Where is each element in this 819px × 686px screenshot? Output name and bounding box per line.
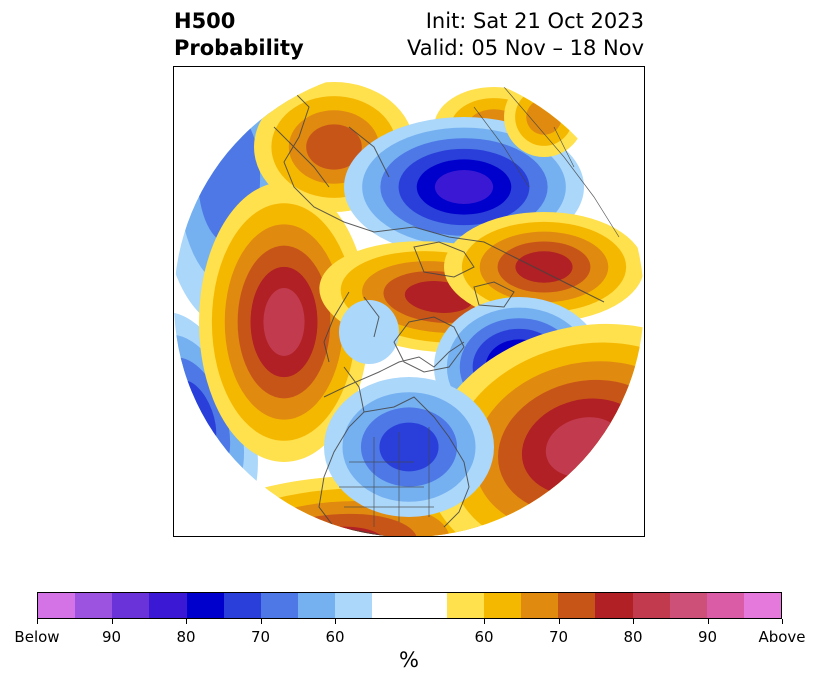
probability-blob bbox=[339, 300, 399, 364]
colorbar-segment bbox=[483, 593, 522, 618]
colorbar-segment bbox=[743, 593, 782, 618]
probability-map bbox=[174, 67, 644, 536]
colorbar-segment bbox=[335, 593, 373, 618]
init-date: Init: Sat 21 Oct 2023 bbox=[425, 9, 644, 33]
colorbar-tick-mark bbox=[633, 619, 634, 624]
colorbar-tick-label: 90 bbox=[697, 628, 718, 646]
probability-contour bbox=[379, 422, 439, 472]
colorbar-tick-label: 70 bbox=[250, 628, 271, 646]
probability-fields bbox=[174, 67, 644, 536]
colorbar-tick-mark bbox=[37, 619, 38, 624]
colorbar-segment bbox=[706, 593, 744, 618]
probability-contour bbox=[515, 251, 573, 283]
colorbar-tick-label: 70 bbox=[548, 628, 569, 646]
colorbar-segment bbox=[521, 593, 559, 618]
colorbar-tick-label: 60 bbox=[474, 628, 494, 646]
probability-contour bbox=[263, 288, 305, 356]
colorbar-tick-mark bbox=[260, 619, 262, 624]
colorbar-segment bbox=[558, 593, 596, 618]
colorbar-tick-mark bbox=[186, 619, 187, 624]
colorbar-segment bbox=[186, 593, 224, 618]
probability-contour bbox=[339, 300, 399, 364]
colorbar-tick-label: Below bbox=[14, 628, 60, 646]
probability-blob bbox=[199, 182, 369, 462]
probability-contour bbox=[306, 124, 362, 170]
colorbar-segment bbox=[75, 593, 113, 618]
probability-contour bbox=[526, 99, 562, 135]
colorbar-segment bbox=[112, 593, 150, 618]
map-frame bbox=[173, 66, 645, 537]
colorbar-segment bbox=[595, 593, 633, 618]
colorbar-tick-mark bbox=[782, 619, 783, 624]
colorbar-tick-label: 80 bbox=[623, 628, 643, 646]
colorbar-segment bbox=[446, 593, 484, 618]
colorbar-segment bbox=[669, 593, 707, 618]
colorbar-segment bbox=[149, 593, 187, 618]
probability-blob bbox=[324, 377, 494, 517]
colorbar-segment bbox=[223, 593, 261, 618]
chart-title: H500 Probability bbox=[174, 8, 304, 62]
colorbar-tick-label: 80 bbox=[176, 628, 196, 646]
colorbar-segment bbox=[632, 593, 670, 618]
colorbar bbox=[37, 592, 782, 619]
valid-period: Valid: 05 Nov – 18 Nov bbox=[407, 36, 644, 60]
title-line2: Probability bbox=[174, 36, 304, 60]
probability-blob bbox=[444, 212, 644, 322]
colorbar-tick-label: 90 bbox=[101, 628, 122, 646]
probability-blob bbox=[504, 77, 584, 157]
colorbar-segment bbox=[372, 593, 410, 618]
colorbar-segment bbox=[38, 593, 76, 618]
colorbar-segment bbox=[409, 593, 447, 618]
colorbar-tick-label: 60 bbox=[325, 628, 345, 646]
colorbar-tick-label: Above bbox=[758, 628, 806, 646]
colorbar-tick-mark bbox=[707, 619, 709, 624]
colorbar-tick-mark bbox=[335, 619, 336, 624]
colorbar-unit: % bbox=[399, 648, 419, 672]
colorbar-tick-mark bbox=[111, 619, 113, 624]
colorbar-segment bbox=[298, 593, 336, 618]
date-info: Init: Sat 21 Oct 2023 Valid: 05 Nov – 18… bbox=[407, 8, 644, 62]
title-line1: H500 bbox=[174, 9, 236, 33]
colorbar-segment bbox=[260, 593, 299, 618]
probability-contour bbox=[434, 170, 494, 204]
colorbar-tick-mark bbox=[484, 619, 485, 624]
colorbar-tick-mark bbox=[558, 619, 560, 624]
